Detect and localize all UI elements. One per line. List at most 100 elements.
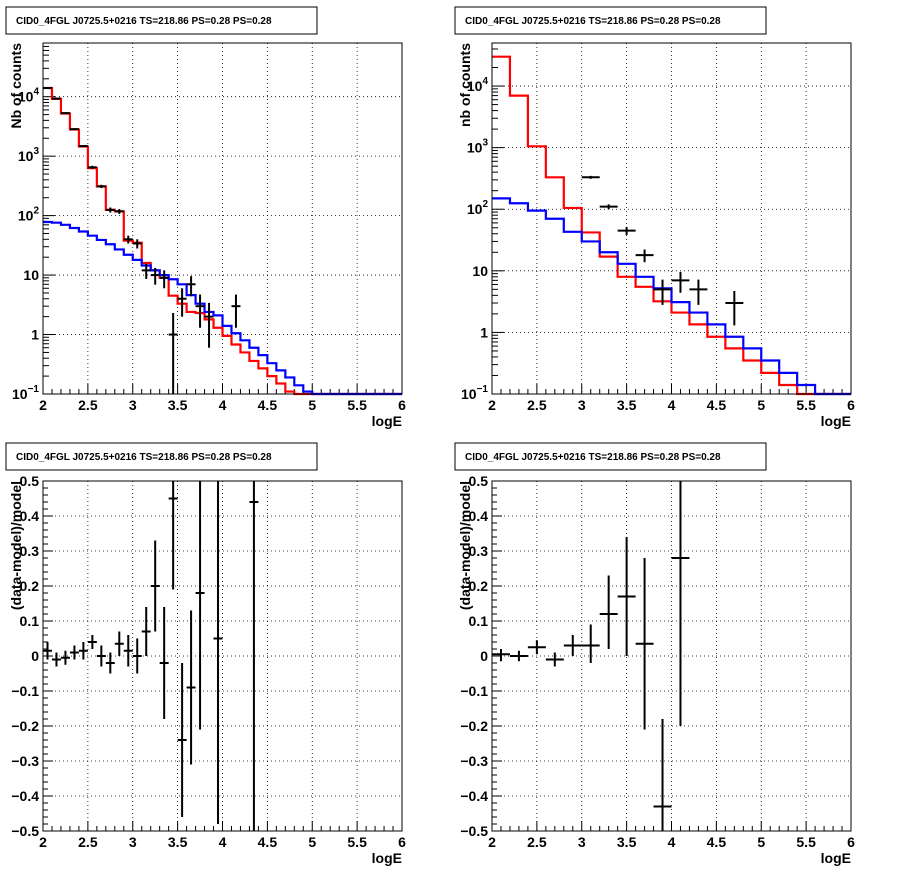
x-tick-label: 3.5 <box>617 397 637 413</box>
data-point <box>123 635 133 667</box>
chart-panel-2: CID0_4FGL J0725.5+0216 TS=218.86 PS=0.28… <box>454 6 855 429</box>
y-tick-label: −0.5 <box>11 823 39 839</box>
data-point <box>653 719 672 831</box>
x-axis-title: logE <box>821 413 851 429</box>
data-point <box>114 209 124 214</box>
data-point <box>177 663 187 817</box>
x-tick-label: 5.5 <box>796 834 816 850</box>
y-tick-label: 10−1 <box>12 384 39 402</box>
chart-panel-1: CID0_4FGL J0725.5+0216 TS=218.86 PS=0.28… <box>5 6 406 429</box>
x-tick-label: 3.5 <box>617 834 637 850</box>
data-point <box>51 97 61 100</box>
plot-frame <box>42 42 403 395</box>
x-tick-label: 5.5 <box>347 834 367 850</box>
data-point <box>150 267 160 285</box>
x-axis-title: logE <box>372 413 402 429</box>
data-point <box>186 276 196 297</box>
x-tick-label: 3 <box>129 834 137 850</box>
x-tick-label: 6 <box>847 834 855 850</box>
data-point <box>635 249 654 263</box>
chart-title: CID0_4FGL J0725.5+0216 TS=218.86 PS=0.28… <box>16 452 272 463</box>
title-box <box>5 6 318 35</box>
data-point <box>132 638 142 674</box>
x-tick-label: 2.5 <box>527 834 547 850</box>
y-tick-label: 103 <box>18 146 40 164</box>
y-axis-title: (data-model)/model <box>8 481 24 610</box>
x-tick-label: 5 <box>308 397 316 413</box>
x-tick-label: 2.5 <box>78 397 98 413</box>
data-point <box>581 624 600 663</box>
y-tick-label: 102 <box>18 206 40 224</box>
x-tick-label: 3.5 <box>168 397 188 413</box>
data-point <box>69 128 79 131</box>
y-tick-label: 0.3 <box>469 543 489 559</box>
title-box <box>454 442 767 471</box>
y-tick-label: −0.2 <box>11 718 39 734</box>
data-point <box>43 87 52 90</box>
plot-frame <box>42 480 403 832</box>
x-tick-label: 2 <box>488 397 496 413</box>
data-point <box>635 558 654 730</box>
chart-panel-3: CID0_4FGL J0725.5+0216 TS=218.86 PS=0.28… <box>5 442 406 866</box>
y-tick-label: −0.4 <box>11 788 39 804</box>
y-tick-label: 0.3 <box>20 543 40 559</box>
x-tick-label: 5 <box>757 397 765 413</box>
data-point <box>599 204 618 210</box>
data-point <box>96 645 106 667</box>
plot-frame <box>491 480 852 832</box>
data-point <box>87 165 97 169</box>
x-tick-label: 2.5 <box>527 397 547 413</box>
x-tick-label: 5 <box>757 834 765 850</box>
data-point <box>671 271 690 293</box>
data-point <box>617 537 636 656</box>
y-tick-label: 102 <box>467 199 489 217</box>
y-tick-label: −0.2 <box>460 718 488 734</box>
y-tick-label: 0 <box>31 648 39 664</box>
model-step-line-2 <box>43 220 402 396</box>
x-tick-label: 3 <box>578 397 586 413</box>
title-box <box>454 6 767 35</box>
x-tick-label: 3 <box>129 397 137 413</box>
x-tick-label: 4 <box>219 834 227 850</box>
chart-title: CID0_4FGL J0725.5+0216 TS=218.86 PS=0.28… <box>465 16 721 27</box>
data-point <box>213 481 223 824</box>
data-point <box>671 481 690 726</box>
data-point <box>204 302 214 348</box>
y-tick-label: 104 <box>467 76 489 94</box>
x-tick-label: 3.5 <box>168 834 188 850</box>
data-point <box>186 610 196 765</box>
data-point <box>105 207 115 213</box>
model-step-line-2 <box>492 197 851 396</box>
y-tick-label: 103 <box>467 138 489 156</box>
data-point <box>168 313 178 394</box>
data-point <box>60 112 70 115</box>
data-point <box>725 291 744 326</box>
x-tick-label: 4 <box>668 834 676 850</box>
data-point <box>51 652 61 667</box>
x-axis-title: logE <box>821 850 851 866</box>
x-tick-label: 4.5 <box>707 834 727 850</box>
data-point <box>141 263 151 279</box>
data-point <box>132 239 142 249</box>
y-tick-label: −0.3 <box>460 753 488 769</box>
y-tick-label: 0.5 <box>469 473 489 489</box>
data-point <box>105 652 115 674</box>
data-point <box>599 575 618 649</box>
y-axis-title: nb of counts <box>457 43 473 127</box>
x-tick-label: 2 <box>488 834 496 850</box>
y-tick-label: −0.1 <box>460 683 488 699</box>
y-axis-title: Nb of counts <box>8 43 24 129</box>
data-point <box>581 175 600 179</box>
x-tick-label: 3 <box>578 834 586 850</box>
data-point <box>527 640 546 655</box>
y-axis-title: (data-model)/model <box>457 481 473 610</box>
y-tick-label: −0.3 <box>11 753 39 769</box>
plot-area <box>492 481 851 831</box>
y-tick-label: 0.2 <box>469 578 489 594</box>
data-point <box>563 635 582 656</box>
data-point <box>653 279 672 305</box>
x-tick-label: 4 <box>219 397 227 413</box>
x-axis-title: logE <box>372 850 402 866</box>
x-tick-label: 2.5 <box>78 834 98 850</box>
